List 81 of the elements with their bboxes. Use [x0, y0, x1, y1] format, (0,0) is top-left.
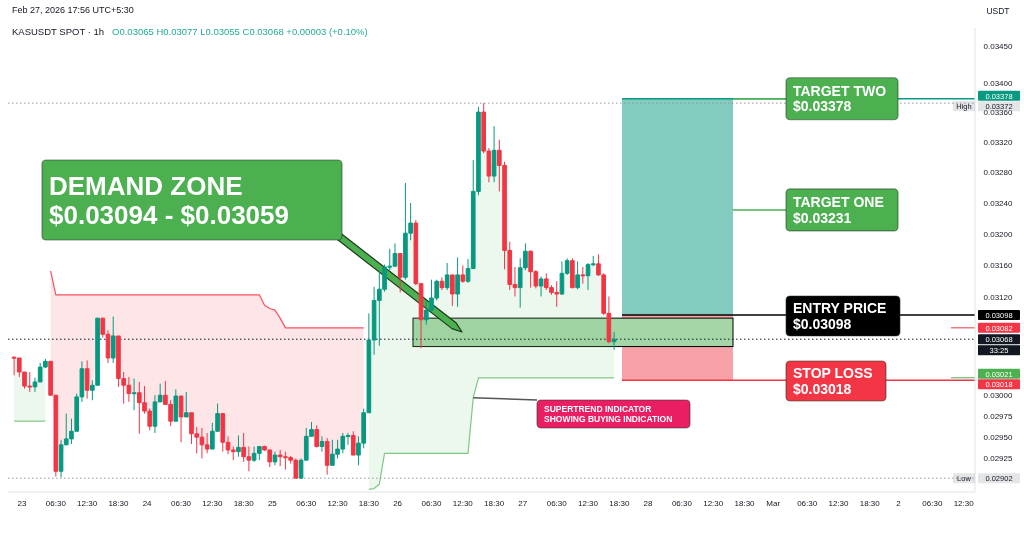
- candlestick: [580, 266, 586, 285]
- y-axis-title: USDT: [986, 6, 1010, 16]
- candlestick: [439, 276, 445, 291]
- annotation: TARGET ONE $0.03231: [793, 194, 884, 226]
- candlestick: [314, 424, 320, 448]
- annotation: TARGET TWO $0.03378: [793, 83, 887, 115]
- y-tick-label: 0.03160: [983, 261, 1014, 271]
- candlestick: [455, 257, 460, 308]
- candlestick: [491, 125, 497, 183]
- candlestick: [183, 391, 189, 418]
- candlestick: [84, 359, 90, 400]
- candlestick: [460, 264, 466, 284]
- candlestick: [220, 413, 226, 453]
- y-tick-label: 0.03200: [983, 229, 1014, 239]
- candlestick: [319, 435, 325, 453]
- y-tick-label: 0.03400: [983, 78, 1014, 88]
- x-tick-label: 06:30: [671, 499, 693, 508]
- x-tick-label: 12:30: [703, 499, 724, 508]
- x-tick-label: 18:30: [108, 499, 129, 508]
- candlestick: [444, 262, 450, 291]
- x-tick-label: 18:30: [233, 499, 255, 508]
- x-tick-label: 06:30: [922, 499, 943, 508]
- candlestick: [256, 446, 262, 461]
- candlestick: [272, 451, 278, 466]
- x-tick-label: 12:30: [77, 499, 98, 508]
- annotation: SUPERTREND INDICATOR SHOWING BUYING INDICATION: [544, 404, 673, 424]
- y-tick-label: 0.03240: [983, 198, 1014, 208]
- x-tick-label: 18:30: [859, 499, 881, 508]
- x-tick-label: 06:30: [296, 499, 317, 508]
- x-tick-label: 06:30: [45, 499, 67, 508]
- x-tick-label: 12:30: [327, 499, 349, 508]
- candlestick: [173, 388, 179, 422]
- x-tick-label: 28: [643, 499, 654, 508]
- candlestick: [350, 430, 356, 456]
- candlestick: [110, 316, 116, 364]
- x-tick-label: 23: [17, 499, 27, 508]
- x-tick-label: 12:30: [953, 499, 975, 508]
- candlestick: [575, 260, 580, 290]
- x-tick-label: 06:30: [421, 499, 443, 508]
- y-tick-label: 0.03360: [983, 108, 1014, 118]
- y-tick-label: 0.02975: [983, 412, 1014, 422]
- x-tick-label: 2: [896, 499, 902, 508]
- x-tick-label: 12:30: [202, 499, 223, 508]
- candlestick: [131, 378, 137, 411]
- x-tick-label: 18:30: [734, 499, 756, 508]
- candlestick: [450, 274, 455, 307]
- x-tick-label: 18:30: [358, 499, 380, 508]
- x-tick-label: 12:30: [452, 499, 474, 508]
- chart-title: KASUSDT SPOT · 1h: [12, 26, 105, 37]
- x-tick-label: 12:30: [828, 499, 850, 508]
- y-tick-label: 0.02925: [983, 454, 1014, 464]
- candlestick: [611, 331, 617, 351]
- candlestick: [236, 435, 241, 458]
- y-tick-label: 0.03320: [983, 138, 1014, 147]
- candlestick: [538, 275, 544, 297]
- x-tick-label: 06:30: [171, 499, 192, 508]
- annotation: ENTRY PRICE $0.03098: [793, 300, 887, 332]
- text: Feb 27, 2026 17:56 UTC+5:30: [12, 5, 134, 15]
- x-tick-label: 18:30: [609, 499, 630, 508]
- x-tick-label: 25: [267, 499, 278, 508]
- candlestick: [324, 437, 330, 476]
- candlestick: [570, 257, 575, 289]
- x-tick-label: 26: [393, 499, 403, 508]
- x-tick-label: 24: [142, 499, 153, 508]
- x-tick-label: 27: [518, 499, 528, 508]
- y-tick-label: 0.02950: [983, 433, 1014, 443]
- chart-subtitle: O0.03065 H0.03077 L0.03055 C0.03068 +0.00003 (+0.10%): [112, 26, 368, 37]
- y-tick-label: 0.03120: [983, 293, 1014, 303]
- x-tick-label: 06:30: [546, 499, 568, 508]
- line-series: [50, 270, 365, 329]
- x-tick-label: 12:30: [578, 499, 599, 508]
- x-tick-label: 18:30: [484, 499, 505, 508]
- y-tick-label: 0.03450: [983, 42, 1014, 52]
- y-tick-label: 0.03000: [983, 391, 1014, 401]
- annotation: DEMAND ZONE $0.03094 - $0.03059: [49, 171, 289, 230]
- x-tick-label: 06:30: [797, 499, 818, 508]
- candlestick: [397, 253, 403, 293]
- annotation: STOP LOSS $0.03018: [793, 365, 873, 397]
- x-tick-label: Mar: [766, 499, 781, 508]
- y-tick-label: 0.03280: [983, 168, 1014, 178]
- candlestick: [178, 395, 184, 443]
